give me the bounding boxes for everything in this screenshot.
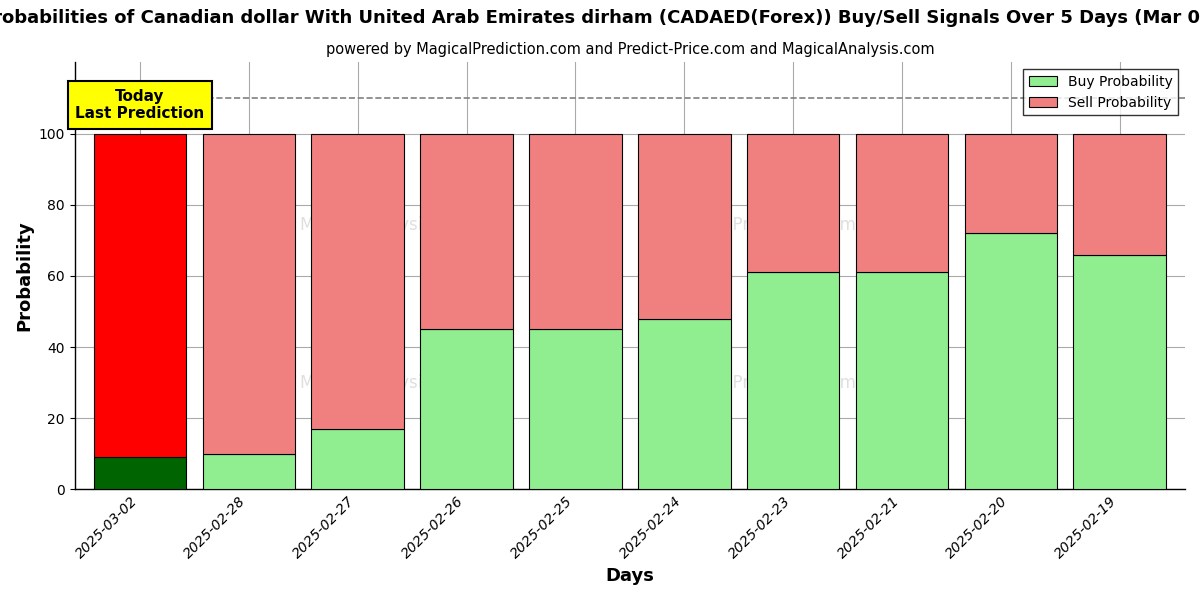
Bar — [94, 134, 186, 457]
Bar — [203, 134, 295, 454]
Bar — [203, 454, 295, 490]
Text: MagicalAnalysis.com: MagicalAnalysis.com — [299, 374, 472, 392]
Bar — [965, 134, 1057, 233]
Bar — [965, 233, 1057, 490]
Bar — [638, 134, 731, 319]
Text: Probabilities of Canadian dollar With United Arab Emirates dirham (CADAED(Forex): Probabilities of Canadian dollar With Un… — [0, 9, 1200, 27]
Bar — [420, 134, 512, 329]
Bar — [638, 319, 731, 490]
Legend: Buy Probability, Sell Probability: Buy Probability, Sell Probability — [1024, 69, 1178, 115]
Bar — [529, 329, 622, 490]
Bar — [746, 272, 839, 490]
Bar — [1074, 254, 1166, 490]
Text: MagicalPrediction.com: MagicalPrediction.com — [670, 215, 857, 233]
Bar — [746, 134, 839, 272]
Bar — [856, 134, 948, 272]
Title: powered by MagicalPrediction.com and Predict-Price.com and MagicalAnalysis.com: powered by MagicalPrediction.com and Pre… — [325, 42, 934, 57]
Y-axis label: Probability: Probability — [16, 220, 34, 331]
Bar — [856, 272, 948, 490]
Text: Today
Last Prediction: Today Last Prediction — [76, 89, 204, 121]
X-axis label: Days: Days — [605, 567, 654, 585]
Text: MagicalPrediction.com: MagicalPrediction.com — [670, 374, 857, 392]
Bar — [312, 429, 404, 490]
Bar — [420, 329, 512, 490]
Bar — [1074, 134, 1166, 254]
Bar — [312, 134, 404, 429]
Bar — [529, 134, 622, 329]
Bar — [94, 457, 186, 490]
Text: MagicalAnalysis.com: MagicalAnalysis.com — [299, 215, 472, 233]
